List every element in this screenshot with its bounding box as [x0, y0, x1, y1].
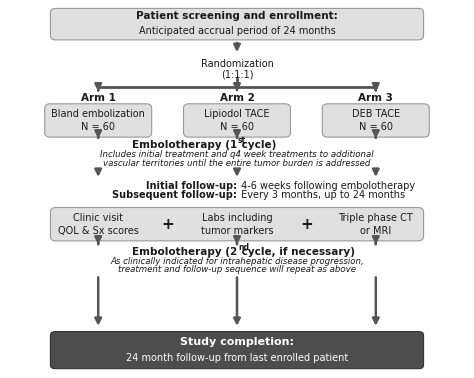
FancyBboxPatch shape — [50, 8, 424, 40]
Text: Includes initial treatment and q4 week treatments to additional: Includes initial treatment and q4 week t… — [100, 150, 374, 159]
Text: st: st — [238, 136, 246, 145]
FancyBboxPatch shape — [45, 104, 152, 137]
Text: Labs including: Labs including — [202, 212, 272, 223]
Text: Lipiodol TACE: Lipiodol TACE — [204, 109, 270, 119]
Text: Randomization: Randomization — [201, 59, 273, 69]
Text: N = 60: N = 60 — [81, 122, 115, 132]
Text: Anticipated accrual period of 24 months: Anticipated accrual period of 24 months — [138, 26, 336, 36]
Text: (1:1:1): (1:1:1) — [221, 69, 253, 79]
Text: vascular territories until the entire tumor burden is addressed: vascular territories until the entire tu… — [103, 158, 371, 167]
FancyBboxPatch shape — [183, 104, 291, 137]
Text: +: + — [300, 217, 313, 232]
Text: Arm 2: Arm 2 — [219, 93, 255, 103]
Text: cycle, if necessary): cycle, if necessary) — [238, 247, 355, 257]
Text: Every 3 months, up to 24 months: Every 3 months, up to 24 months — [238, 190, 405, 200]
Text: Clinic visit: Clinic visit — [73, 212, 123, 223]
Text: Initial follow-up:: Initial follow-up: — [146, 181, 237, 191]
FancyBboxPatch shape — [50, 208, 424, 241]
Text: Arm 3: Arm 3 — [358, 93, 393, 103]
FancyBboxPatch shape — [50, 332, 424, 369]
Text: Bland embolization: Bland embolization — [51, 109, 145, 119]
Text: Study completion:: Study completion: — [180, 337, 294, 347]
FancyBboxPatch shape — [322, 104, 429, 137]
Text: Embolotherapy (2: Embolotherapy (2 — [132, 247, 237, 257]
Text: Triple phase CT: Triple phase CT — [338, 212, 413, 223]
Text: or MRI: or MRI — [360, 226, 392, 236]
Text: tumor markers: tumor markers — [201, 226, 273, 236]
Text: QOL & Sx scores: QOL & Sx scores — [58, 226, 139, 236]
Text: +: + — [161, 217, 174, 232]
Text: Embolotherapy (1: Embolotherapy (1 — [132, 140, 237, 150]
Text: N = 60: N = 60 — [220, 122, 254, 132]
Text: Arm 1: Arm 1 — [81, 93, 116, 103]
Text: cycle): cycle) — [238, 140, 276, 150]
Text: treatment and follow-up sequence will repeat as above: treatment and follow-up sequence will re… — [118, 265, 356, 274]
Text: Subsequent follow-up:: Subsequent follow-up: — [112, 190, 237, 200]
Text: DEB TACE: DEB TACE — [352, 109, 400, 119]
Text: As clinically indicated for intrahepatic disease progression,: As clinically indicated for intrahepatic… — [110, 257, 364, 266]
Text: Patient screening and enrollment:: Patient screening and enrollment: — [136, 11, 338, 21]
Text: 24 month follow-up from last enrolled patient: 24 month follow-up from last enrolled pa… — [126, 353, 348, 363]
Text: N = 60: N = 60 — [359, 122, 393, 132]
Text: 4-6 weeks following embolotherapy: 4-6 weeks following embolotherapy — [238, 181, 415, 191]
Text: nd: nd — [238, 243, 249, 252]
